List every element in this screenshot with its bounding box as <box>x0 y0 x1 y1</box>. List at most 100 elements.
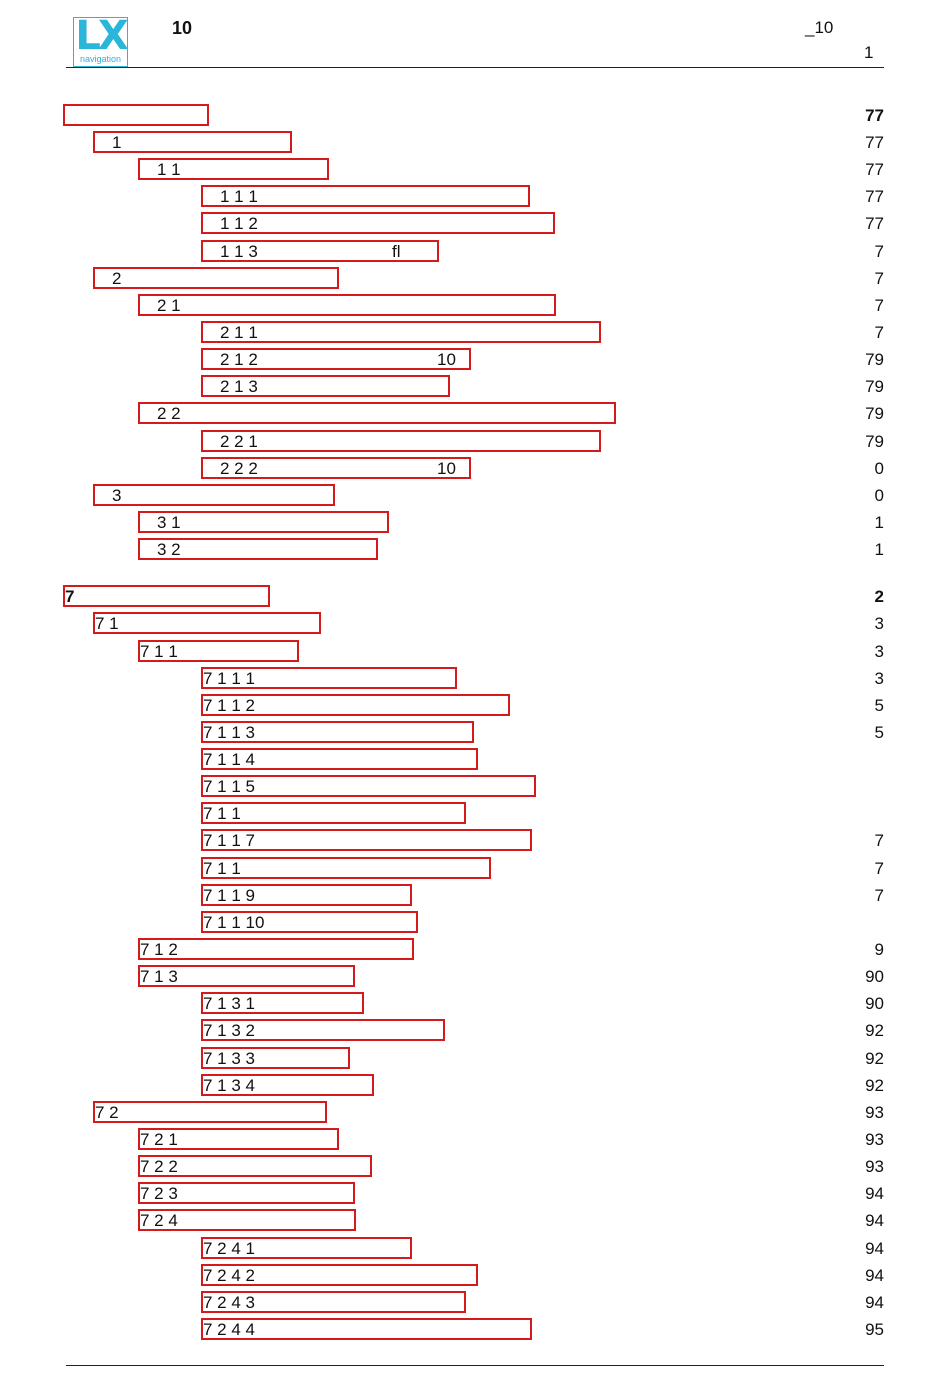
toc-link-box[interactable] <box>201 802 466 824</box>
toc-link-box[interactable] <box>138 1155 372 1177</box>
toc-link-box[interactable] <box>201 1019 445 1041</box>
toc-entry[interactable]: 7 1 1 2 5 <box>0 694 950 718</box>
toc-link-box[interactable] <box>93 1101 327 1123</box>
toc-link-box[interactable] <box>201 992 364 1014</box>
toc-link-box[interactable] <box>201 857 491 879</box>
toc-link-box[interactable] <box>201 775 536 797</box>
toc-link-box[interactable] <box>201 185 530 207</box>
toc-link-box[interactable] <box>138 511 389 533</box>
toc-entry[interactable]: 7 2 4 94 <box>0 1209 950 1233</box>
toc-entry[interactable]: 7 2 4 4 95 <box>0 1318 950 1342</box>
toc-entry[interactable]: 7 1 1 4 <box>0 748 950 772</box>
toc-entry[interactable]: 2 2 2 10 0 <box>0 457 950 481</box>
toc-link-box[interactable] <box>138 402 616 424</box>
toc-link-box[interactable] <box>201 457 471 479</box>
toc-entry[interactable]: 2 1 2 10 79 <box>0 348 950 372</box>
toc-entry[interactable]: 7 1 3 3 92 <box>0 1047 950 1071</box>
toc-entry[interactable]: 2 2 79 <box>0 402 950 426</box>
toc-entry[interactable]: 7 1 1 5 <box>0 775 950 799</box>
toc-link-box[interactable] <box>138 1209 356 1231</box>
toc-link-box[interactable] <box>138 938 414 960</box>
toc-entry[interactable]: 7 1 1 1 3 <box>0 667 950 691</box>
toc-entry[interactable]: 7 2 93 <box>0 1101 950 1125</box>
toc-link-box[interactable] <box>201 430 601 452</box>
toc-entry[interactable]: 7 2 2 93 <box>0 1155 950 1179</box>
toc-entry-label: 7 1 3 4 <box>203 1076 255 1095</box>
toc-link-box[interactable] <box>201 694 510 716</box>
toc-entry[interactable]: 2 1 1 7 <box>0 321 950 345</box>
toc-entry-page-number: 3 <box>874 642 884 661</box>
toc-link-box[interactable] <box>201 1291 466 1313</box>
toc-entry-extra: 10 <box>437 350 456 369</box>
toc-entry[interactable]: 3 2 1 <box>0 538 950 562</box>
toc-entry[interactable]: 1 1 1 77 <box>0 185 950 209</box>
toc-entry[interactable]: 2 1 7 <box>0 294 950 318</box>
toc-link-box[interactable] <box>63 104 209 126</box>
toc-link-box[interactable] <box>138 294 556 316</box>
toc-entry[interactable]: 3 1 1 <box>0 511 950 535</box>
toc-link-box[interactable] <box>201 884 412 906</box>
toc-entry-page-number: 92 <box>865 1076 884 1095</box>
toc-entry[interactable]: 7 1 1 3 <box>0 640 950 664</box>
toc-entry[interactable]: 7 1 2 9 <box>0 938 950 962</box>
toc-entry[interactable]: 7 2 4 1 94 <box>0 1237 950 1261</box>
toc-entry[interactable]: 7 1 3 90 <box>0 965 950 989</box>
toc-link-box[interactable] <box>201 721 474 743</box>
toc-entry[interactable]: 7 1 1 10 <box>0 911 950 935</box>
toc-link-box[interactable] <box>63 585 270 607</box>
toc-link-box[interactable] <box>201 348 471 370</box>
toc-link-box[interactable] <box>93 267 339 289</box>
toc-link-box[interactable] <box>138 1182 355 1204</box>
toc-entry[interactable]: 2 2 1 79 <box>0 430 950 454</box>
toc-entry[interactable]: 7 1 1 <box>0 802 950 826</box>
toc-entry-extra: fl <box>392 242 401 261</box>
toc-link-box[interactable] <box>201 748 478 770</box>
toc-link-box[interactable] <box>93 484 335 506</box>
toc-link-box[interactable] <box>201 375 450 397</box>
toc-entry[interactable]: 7 1 3 <box>0 612 950 636</box>
toc-link-box[interactable] <box>201 1318 532 1340</box>
toc-link-box[interactable] <box>93 131 292 153</box>
toc-entry[interactable]: 7 1 3 4 92 <box>0 1074 950 1098</box>
toc-entry[interactable]: 1 77 <box>0 131 950 155</box>
toc-entry[interactable]: 1 1 2 77 <box>0 212 950 236</box>
toc-entry[interactable]: 7 2 4 2 94 <box>0 1264 950 1288</box>
toc-entry-extra: 10 <box>437 459 456 478</box>
toc-link-box[interactable] <box>201 667 457 689</box>
toc-entry-page-number: 90 <box>865 967 884 986</box>
toc-entry[interactable]: 1 1 77 <box>0 158 950 182</box>
toc-link-box[interactable] <box>201 1264 478 1286</box>
toc-link-box[interactable] <box>138 965 355 987</box>
toc-link-box[interactable] <box>201 1047 350 1069</box>
toc-entry[interactable]: 7 1 1 9 7 <box>0 884 950 908</box>
toc-entry[interactable]: 7 2 4 3 94 <box>0 1291 950 1315</box>
toc-entry[interactable]: 1 1 3 fl 7 <box>0 240 950 264</box>
toc-link-box[interactable] <box>201 321 601 343</box>
toc-entry[interactable]: 7 1 3 2 92 <box>0 1019 950 1043</box>
toc-link-box[interactable] <box>201 212 555 234</box>
toc-link-box[interactable] <box>201 1237 412 1259</box>
toc-link-box[interactable] <box>138 538 378 560</box>
toc-link-box[interactable] <box>93 612 321 634</box>
toc-entry[interactable]: 7 1 1 3 5 <box>0 721 950 745</box>
toc-entry[interactable]: 7 1 1 7 7 <box>0 829 950 853</box>
toc-entry[interactable]: 2 1 3 79 <box>0 375 950 399</box>
toc-link-box[interactable] <box>201 1074 374 1096</box>
toc-link-box[interactable] <box>138 158 329 180</box>
toc-link-box[interactable] <box>201 829 532 851</box>
toc-entry[interactable]: 7 1 3 1 90 <box>0 992 950 1016</box>
toc-entry[interactable]: 7 2 1 93 <box>0 1128 950 1152</box>
toc-link-box[interactable] <box>201 240 439 262</box>
toc-entry[interactable]: 77 <box>0 104 950 128</box>
toc-link-box[interactable] <box>201 911 418 933</box>
toc-entry[interactable]: 7 2 3 94 <box>0 1182 950 1206</box>
toc-link-box[interactable] <box>138 1128 339 1150</box>
toc-entry-page-number: 1 <box>874 513 884 532</box>
toc-entry-label: 1 1 3 <box>220 242 258 261</box>
toc-entry[interactable]: 7 1 1 7 <box>0 857 950 881</box>
toc-entry-label: 7 1 3 1 <box>203 994 255 1013</box>
toc-link-box[interactable] <box>138 640 299 662</box>
